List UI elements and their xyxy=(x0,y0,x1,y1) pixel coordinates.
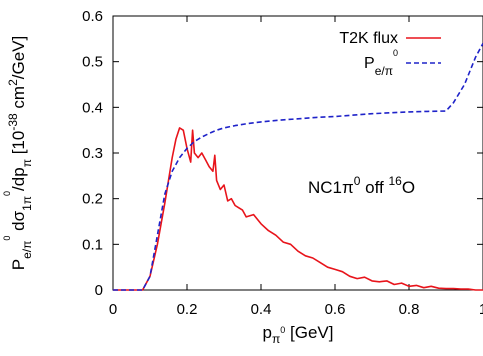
legend: T2K flux Pe/π0 xyxy=(339,30,441,78)
x-tick-label: 1 xyxy=(479,301,483,318)
x-tick-label: 0.2 xyxy=(177,301,198,318)
y-tick-label: 0.3 xyxy=(82,145,103,162)
y-tick-label: 0.2 xyxy=(82,191,103,208)
reaction-annotation: NC1π0 off 16O xyxy=(308,174,415,197)
y-axis-title: Pe/π0 dσ1π0/dpπ [10-38 cm2/GeV] xyxy=(2,36,34,270)
series-lines xyxy=(113,43,483,291)
legend-label-t2k-flux: T2K flux xyxy=(339,30,398,47)
series-line-1 xyxy=(113,43,483,291)
x-tick-label: 0 xyxy=(109,301,117,318)
y-tick-label: 0.6 xyxy=(82,8,103,25)
y-tick-label: 0.1 xyxy=(82,236,103,253)
y-tick-label: 0.4 xyxy=(82,99,103,116)
y-tick-label: 0 xyxy=(95,282,103,299)
y-tick-label: 0.5 xyxy=(82,54,103,71)
x-tick-label: 0.6 xyxy=(325,301,346,318)
x-tick-label: 0.4 xyxy=(251,301,272,318)
axis-ticks: 0 0.2 0.4 0.6 0.8 1 0 0.1 0.2 0.3 0.4 0.5 0.6 xyxy=(82,8,483,318)
legend-label-p-e-pi0: Pe/π0 xyxy=(364,48,398,78)
x-tick-label: 0.8 xyxy=(399,301,420,318)
series-line-0 xyxy=(113,127,483,291)
x-axis-title: pπ0 [GeV] xyxy=(263,323,334,346)
plot-frame xyxy=(112,15,483,291)
